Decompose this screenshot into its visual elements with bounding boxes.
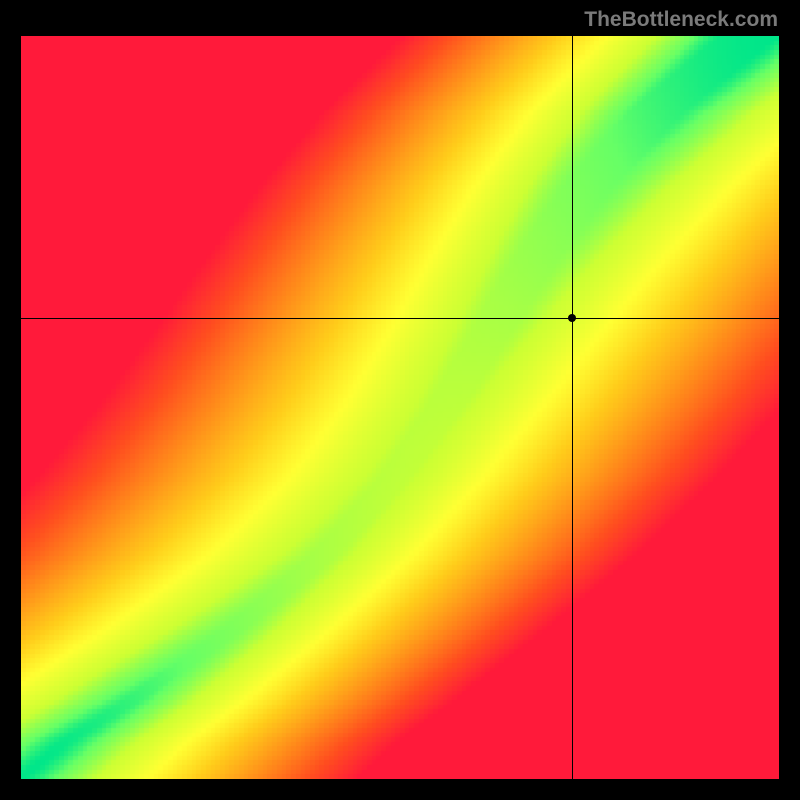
crosshair-vertical: [572, 36, 573, 779]
crosshair-horizontal: [21, 318, 779, 319]
heatmap-plot: [21, 36, 779, 779]
heatmap-canvas: [21, 36, 779, 779]
crosshair-marker: [568, 314, 576, 322]
watermark-text: TheBottleneck.com: [584, 8, 778, 32]
page-root: TheBottleneck.com: [0, 0, 800, 800]
